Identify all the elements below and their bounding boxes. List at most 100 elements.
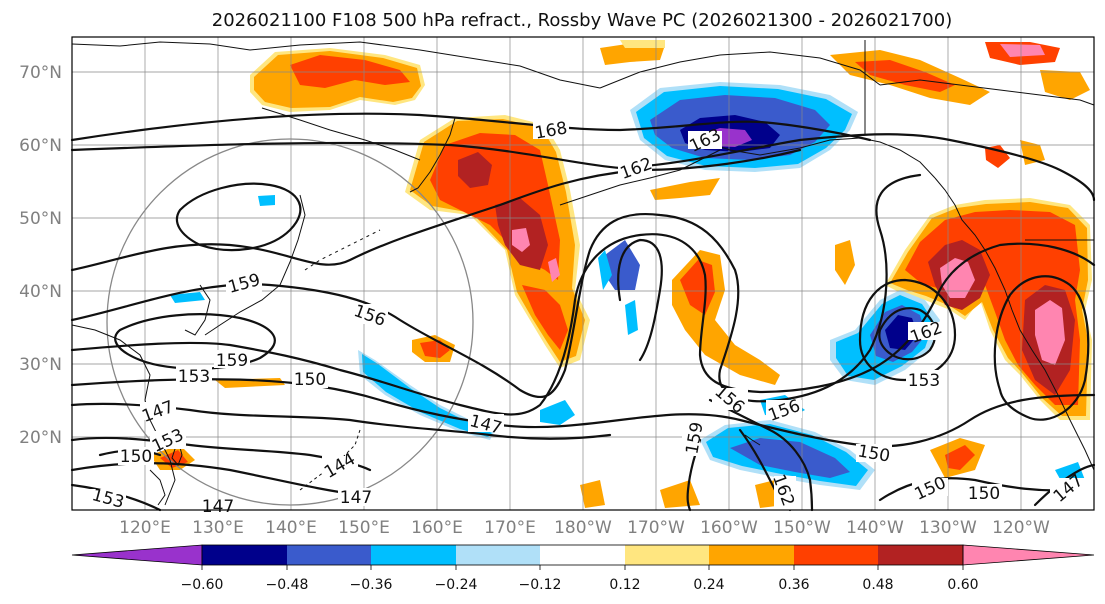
coast-okhotsk <box>261 107 421 161</box>
warm-anomaly-siberia <box>250 40 665 112</box>
fill-orange-s7 <box>580 480 605 508</box>
filled-contours <box>150 40 1092 508</box>
contour-closed-asia <box>175 182 302 252</box>
colorbar-tick-label: 0.12 <box>609 577 640 593</box>
warm-anomaly-arctic-east <box>830 42 1090 168</box>
contour-label: 153 <box>908 371 940 391</box>
fill-pink-arctic <box>1000 44 1045 57</box>
contour-closed-ca-2 <box>858 278 957 382</box>
contour-label: 150 <box>120 447 152 467</box>
contour-labels: 168 163 162 159 156 159 153 150 147 153 … <box>90 118 1088 517</box>
contour-cp-trough <box>617 238 663 362</box>
coast-canada-arctic <box>879 79 1095 106</box>
coast-bc <box>934 177 1095 471</box>
coast-hawaii <box>744 434 761 446</box>
colorbar-segment <box>625 545 709 565</box>
fill-yellow-sib2 <box>620 40 665 48</box>
warm-scattered <box>150 140 1085 508</box>
contour-150 <box>70 378 1096 448</box>
fill-pink-2 <box>548 258 560 282</box>
contour-label: 150 <box>294 370 326 390</box>
colorbar-tick-label: −0.48 <box>266 577 309 593</box>
contour-label: 159 <box>216 351 248 371</box>
lon-label: 130°E <box>192 518 244 538</box>
colorbar-tick-label: −0.60 <box>181 577 224 593</box>
lat-label: 20°N <box>19 428 62 448</box>
colorbar-segment <box>371 545 456 565</box>
lat-label: 60°N <box>19 136 62 156</box>
colorbar-segment <box>456 545 540 565</box>
colorbar-tick-label: 0.60 <box>947 577 978 593</box>
fill-pink-nep <box>940 258 975 298</box>
lat-axis: 70°N 60°N 50°N 40°N 30°N 20°N <box>19 63 62 448</box>
contour-150-se <box>878 477 1077 502</box>
lat-label: 70°N <box>19 63 62 83</box>
coast-aleutians <box>559 149 721 206</box>
coast-philippines <box>149 469 166 506</box>
map-panel: 168 163 162 159 156 159 153 150 147 153 … <box>70 36 1096 517</box>
map-frame <box>71 36 1095 511</box>
lon-label: 180°W <box>554 518 612 538</box>
colorbar-tick-label: −0.36 <box>350 577 393 593</box>
kuril-chain <box>304 229 381 271</box>
colorbar-extend-high <box>962 544 1095 566</box>
fill-dark-red-2 <box>458 152 492 188</box>
fill-sblue-cp4 <box>625 300 638 335</box>
colorbar-tick-label: −0.24 <box>435 577 478 593</box>
contour-label: 147 <box>202 497 234 517</box>
colorbar-tick-label: −0.12 <box>519 577 562 593</box>
colorbar-tick-label: 0.24 <box>693 577 724 593</box>
fill-red-s1 <box>680 260 715 315</box>
fill-rblue-cp <box>730 438 850 478</box>
colorbar-segment <box>794 545 878 565</box>
lon-label: 160°E <box>411 518 463 538</box>
lat-label: 40°N <box>19 282 62 302</box>
contour-147-se <box>1033 463 1096 507</box>
lon-label: 140°E <box>265 518 317 538</box>
reference-circle <box>106 138 474 506</box>
colorbar-segment <box>709 545 794 565</box>
colorbar-segment <box>287 545 371 565</box>
colorbar-frame <box>201 544 964 566</box>
colorbar-extend-low <box>71 544 203 566</box>
colorbar-tick-label: 0.36 <box>778 577 809 593</box>
fill-red-orange-2 <box>522 285 568 350</box>
lon-axis: 120°E 130°E 140°E 150°E 160°E 170°E 180°… <box>119 518 1050 538</box>
lon-label: 170°W <box>627 518 685 538</box>
fill-red-arctic <box>855 60 955 92</box>
lon-label: 150°W <box>773 518 831 538</box>
colorbar-segment <box>878 545 963 565</box>
coast-korea <box>184 284 211 336</box>
colorbar-tick-label: 0.48 <box>862 577 893 593</box>
figure-title: 2026021100 F108 500 hPa refract., Rossby… <box>212 10 953 31</box>
lon-label: 160°W <box>700 518 758 538</box>
fill-orange-s4 <box>835 240 855 285</box>
lon-label: 140°W <box>846 518 904 538</box>
lon-label: 170°E <box>484 518 536 538</box>
lon-label: 150°E <box>338 518 390 538</box>
colorbar-segment <box>202 545 287 565</box>
lon-label: 120°E <box>119 518 171 538</box>
fill-pink <box>512 228 530 252</box>
contour-closed-ca <box>878 307 937 361</box>
coast-china <box>71 324 176 506</box>
coast-kamchatka <box>409 117 456 193</box>
coast-alaska-west <box>599 51 881 89</box>
contour-159-ring <box>70 148 802 272</box>
lat-label: 50°N <box>19 209 62 229</box>
contour-label: 150 <box>968 484 1000 504</box>
lon-label: 130°W <box>919 518 977 538</box>
contour-bc-closed <box>993 275 1090 421</box>
fill-red-s9 <box>945 445 975 470</box>
fill-red-sib <box>290 55 410 88</box>
fill-orange-s8 <box>660 480 700 508</box>
warm-anomaly-ne-pacific <box>885 198 1092 420</box>
coastlines <box>71 40 1095 506</box>
fill-lblue-cp6 <box>358 350 495 440</box>
colorbar-ticks <box>201 565 964 570</box>
fill-orange-arctic3 <box>1040 70 1090 100</box>
contour-162-north <box>70 133 1096 202</box>
fill-sblue-cp3 <box>598 250 612 290</box>
coast-asia-north <box>71 41 601 89</box>
